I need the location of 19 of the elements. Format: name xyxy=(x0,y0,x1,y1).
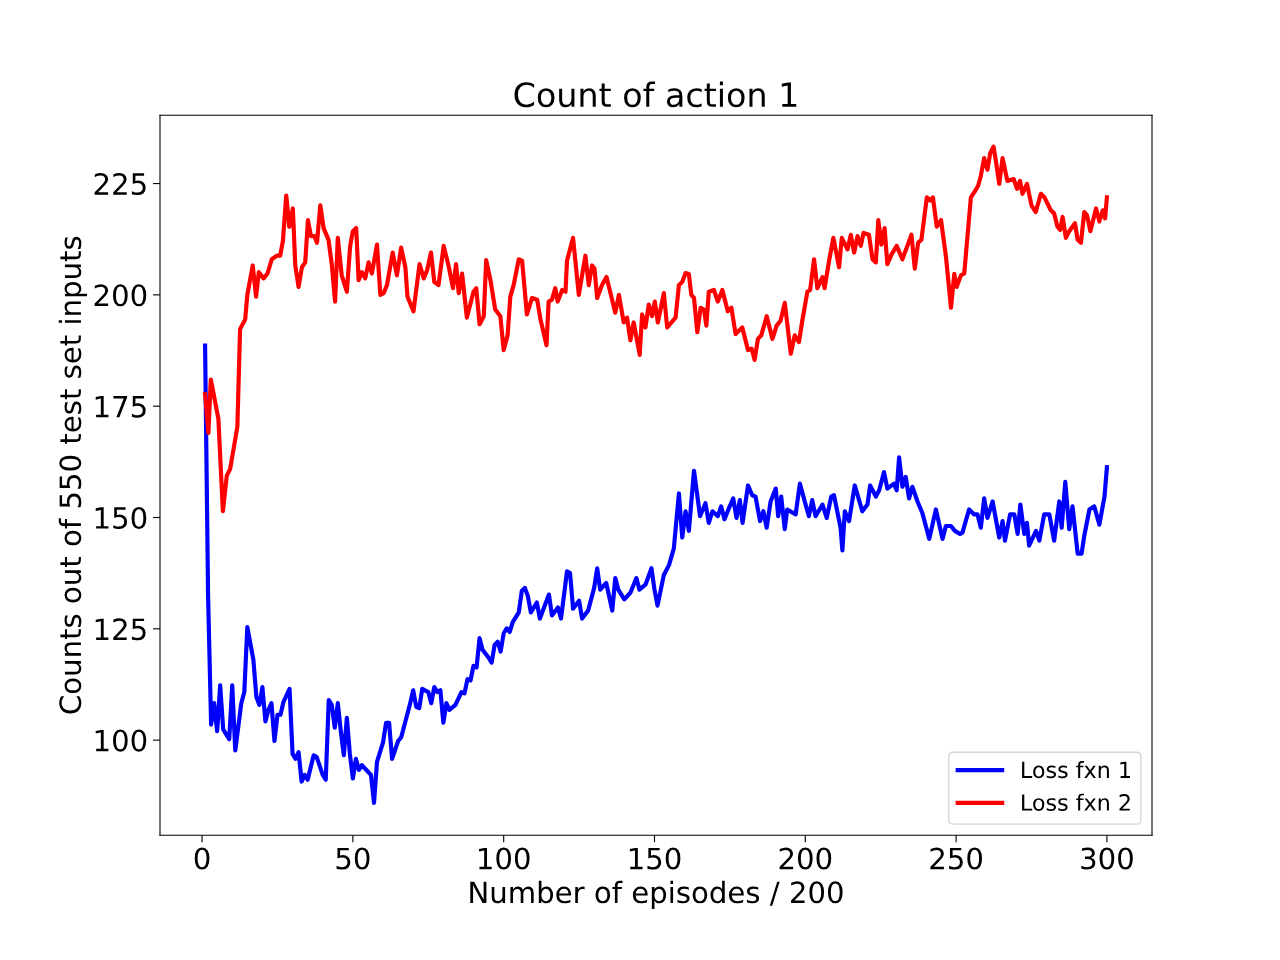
y-axis-title: Counts out of 550 test set inputs xyxy=(58,236,87,714)
x-tick-label: 150 xyxy=(629,847,681,870)
line-series xyxy=(203,144,1109,514)
chart-title: Count of action 1 xyxy=(514,81,797,108)
y-tick-label: 150 xyxy=(95,506,147,529)
x-tick-label: 0 xyxy=(194,847,210,870)
y-tick-label: 225 xyxy=(94,172,146,196)
x-tick-label: 200 xyxy=(779,847,832,870)
x-tick-label: 100 xyxy=(479,847,530,870)
y-tick-label: 175 xyxy=(95,396,146,418)
x-axis-title: Number of episodes / 200 xyxy=(470,880,843,910)
y-tick-label: 200 xyxy=(94,284,147,307)
x-tick-label: 50 xyxy=(336,847,370,870)
legend-label: Loss fxn 1 xyxy=(1022,761,1130,779)
y-tick-label: 125 xyxy=(95,618,146,641)
y-tick-label: 100 xyxy=(95,729,147,752)
x-tick-label: 250 xyxy=(930,847,982,870)
legend-label: Loss fxn 2 xyxy=(1022,793,1130,811)
x-tick-label: 300 xyxy=(1081,847,1133,870)
